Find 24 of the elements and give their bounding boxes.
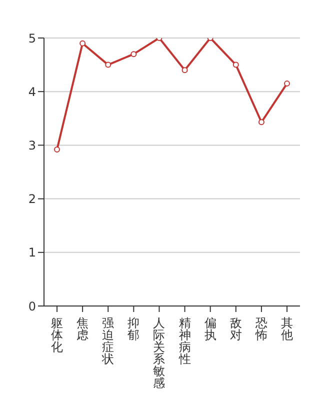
y-tick-label: 4 (28, 84, 36, 99)
x-tick-label: 强迫症状 (101, 316, 114, 366)
point (258, 119, 264, 126)
x-tick-label: 偏执 (204, 316, 216, 342)
x-tick-label: 人际关系敏感 (153, 316, 166, 390)
x-tick-label: 躯体化 (51, 316, 63, 354)
point (232, 62, 239, 68)
point (130, 51, 137, 58)
y-tick-label: 5 (28, 31, 36, 46)
x-tick-label: 敌对 (230, 316, 242, 342)
y-tick-label: 2 (28, 192, 36, 206)
point (284, 80, 290, 87)
x-tick-label: 其他 (281, 316, 293, 342)
y-tick-label: 3 (28, 138, 36, 152)
point (80, 40, 86, 46)
point (54, 146, 60, 152)
y-tick-label: 0 (28, 299, 36, 314)
x-tick-label: 恐怖 (254, 316, 268, 342)
y-tick-label: 1 (28, 246, 36, 260)
point (182, 67, 188, 74)
x-tick-label: 精神病性 (178, 316, 191, 366)
point (105, 62, 112, 68)
x-tick-label: 抑郁 (128, 316, 140, 342)
x-tick-label: 焦虑 (76, 316, 89, 342)
